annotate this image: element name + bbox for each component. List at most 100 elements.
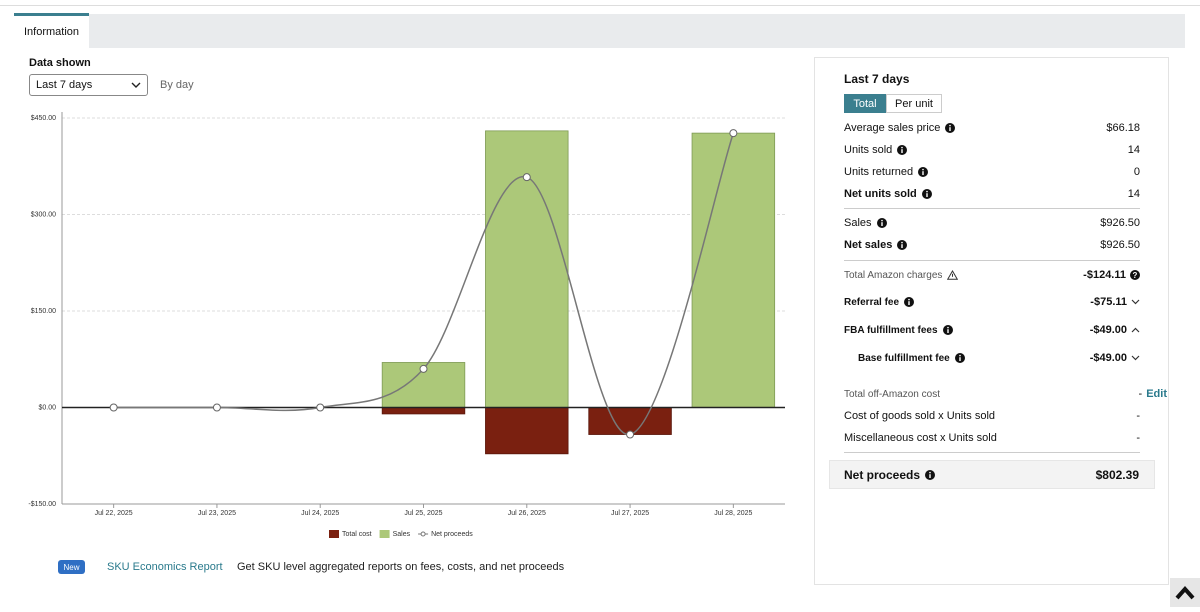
row-value-wrap: -$75.11 <box>1090 296 1140 308</box>
row-label: Average sales price <box>844 122 941 134</box>
summary-row: Miscellaneous cost x Units sold - <box>844 429 1140 447</box>
svg-text:?: ? <box>1133 271 1138 280</box>
chevron <box>131 82 141 88</box>
y-tick-label: $300.00 <box>31 211 56 218</box>
x-tick-label: Jul 23, 2025 <box>198 510 236 517</box>
net-box <box>829 460 1155 489</box>
row-label-wrap: Net units sold <box>844 188 932 200</box>
controls-label: Data shown <box>29 57 91 69</box>
range-select[interactable]: Last 7 days <box>29 74 148 96</box>
range-value: Last 7 days <box>36 79 93 91</box>
point <box>316 403 325 412</box>
row-label: Referral fee <box>844 296 900 308</box>
row-label: Net units sold <box>844 188 917 200</box>
info-icon[interactable] <box>954 353 965 363</box>
row-label-wrap: Total Amazon charges <box>844 269 959 281</box>
summary-row: Cost of goods sold x Units sold - <box>844 407 1140 425</box>
x-tick-label: Jul 25, 2025 <box>404 510 442 517</box>
row-label-wrap: Net sales <box>844 239 908 251</box>
row-label: Cost of goods sold x Units sold <box>844 410 996 422</box>
row-label-wrap: Total off-Amazon cost <box>844 389 940 400</box>
legend-swatch <box>379 530 390 538</box>
separator <box>844 208 1140 209</box>
row-value-wrap: - <box>1136 432 1140 444</box>
top-border <box>0 5 1200 6</box>
row-value-wrap: $926.50 <box>1100 239 1140 251</box>
row-value-wrap: -$49.00 <box>1090 352 1140 364</box>
summary-row: Referral fee -$75.11 <box>844 293 1140 311</box>
row-value: -$124.11 <box>1083 269 1126 281</box>
help-icon[interactable]: ? <box>1130 270 1140 280</box>
net-value: $802.39 <box>1095 468 1139 482</box>
row-value-wrap: - Edit <box>1138 388 1167 400</box>
legend-label: Net proceeds <box>431 531 473 538</box>
row-label-wrap: Base fulfillment fee <box>858 353 965 364</box>
row-label: Units returned <box>844 166 914 178</box>
chart: -$150.00 $0.00 $150.00 $300.00 $450.00 Jul 22… <box>28 112 785 538</box>
row-value: $926.50 <box>1100 217 1140 229</box>
edit-link[interactable]: Edit <box>1146 388 1167 400</box>
chevron[interactable] <box>1131 299 1140 305</box>
info-icon[interactable] <box>904 297 915 307</box>
tab-bar <box>14 14 1185 48</box>
row-value: 0 <box>1133 166 1140 178</box>
summary-row: Average sales price $66.18 <box>844 119 1140 137</box>
point <box>212 403 221 412</box>
row-label-wrap: Referral fee <box>844 296 915 308</box>
row-value-wrap: 14 <box>1128 144 1140 156</box>
bar <box>691 132 776 408</box>
row-label: Net sales <box>844 239 893 251</box>
view-toggle[interactable]: Total <box>844 94 886 113</box>
info-icon[interactable] <box>876 218 887 228</box>
separator <box>844 260 1140 261</box>
info-icon[interactable] <box>918 167 929 177</box>
info-icon[interactable] <box>945 123 956 133</box>
scroll-top[interactable] <box>1170 578 1200 607</box>
row-label-wrap: FBA fulfillment fees <box>844 325 953 336</box>
summary-row: Total Amazon charges -$124.11? <box>844 266 1140 284</box>
info-icon[interactable] <box>897 240 908 250</box>
row-label: Total Amazon charges <box>844 269 943 281</box>
summary-row: Net sales $926.50 <box>844 236 1140 254</box>
summary-row: Units sold 14 <box>844 141 1140 159</box>
info-icon[interactable] <box>925 470 936 480</box>
point <box>522 173 531 182</box>
row-label: Total off-Amazon cost <box>844 388 940 400</box>
report-link[interactable]: SKU Economics Report <box>107 561 223 573</box>
footer-text: Get SKU level aggregated reports on fees… <box>237 561 565 573</box>
row-label: Base fulfillment fee <box>858 352 950 364</box>
row-value-wrap: $66.18 <box>1106 122 1140 134</box>
summary-row: FBA fulfillment fees -$49.00 <box>844 321 1140 339</box>
legend-swatch <box>329 530 339 538</box>
row-value-wrap: -$49.00 <box>1090 324 1140 336</box>
row-value: - <box>1138 388 1143 400</box>
row-value: $66.18 <box>1106 122 1140 134</box>
badge: New <box>58 560 85 574</box>
info-icon[interactable] <box>897 145 908 155</box>
chevron[interactable] <box>1131 355 1140 361</box>
up-arrow <box>1175 585 1195 600</box>
row-value: -$49.00 <box>1089 352 1127 364</box>
chevron[interactable] <box>1131 327 1140 333</box>
info-icon[interactable] <box>921 189 932 199</box>
summary-panel <box>814 57 1169 585</box>
separator <box>844 452 1140 453</box>
row-label: Miscellaneous cost x Units sold <box>844 432 997 444</box>
y-tick-label: $450.00 <box>31 115 56 122</box>
row-label-wrap: Miscellaneous cost x Units sold <box>844 432 997 444</box>
x-tick-label: Jul 26, 2025 <box>508 510 546 517</box>
summary-row: Units returned 0 <box>844 163 1140 181</box>
tab[interactable]: Information <box>14 13 89 48</box>
row-label-wrap: Units sold <box>844 144 908 156</box>
row-value: 14 <box>1127 144 1140 156</box>
point <box>419 364 428 373</box>
y-tick-label: $150.00 <box>31 308 56 315</box>
row-value-wrap: - <box>1136 410 1140 422</box>
info-icon[interactable] <box>942 325 953 335</box>
bar <box>485 130 569 408</box>
view-toggle[interactable]: Per unit <box>886 94 942 113</box>
row-label: FBA fulfillment fees <box>844 324 938 336</box>
row-label-wrap: Cost of goods sold x Units sold <box>844 410 995 422</box>
row-label: Sales <box>844 217 872 229</box>
